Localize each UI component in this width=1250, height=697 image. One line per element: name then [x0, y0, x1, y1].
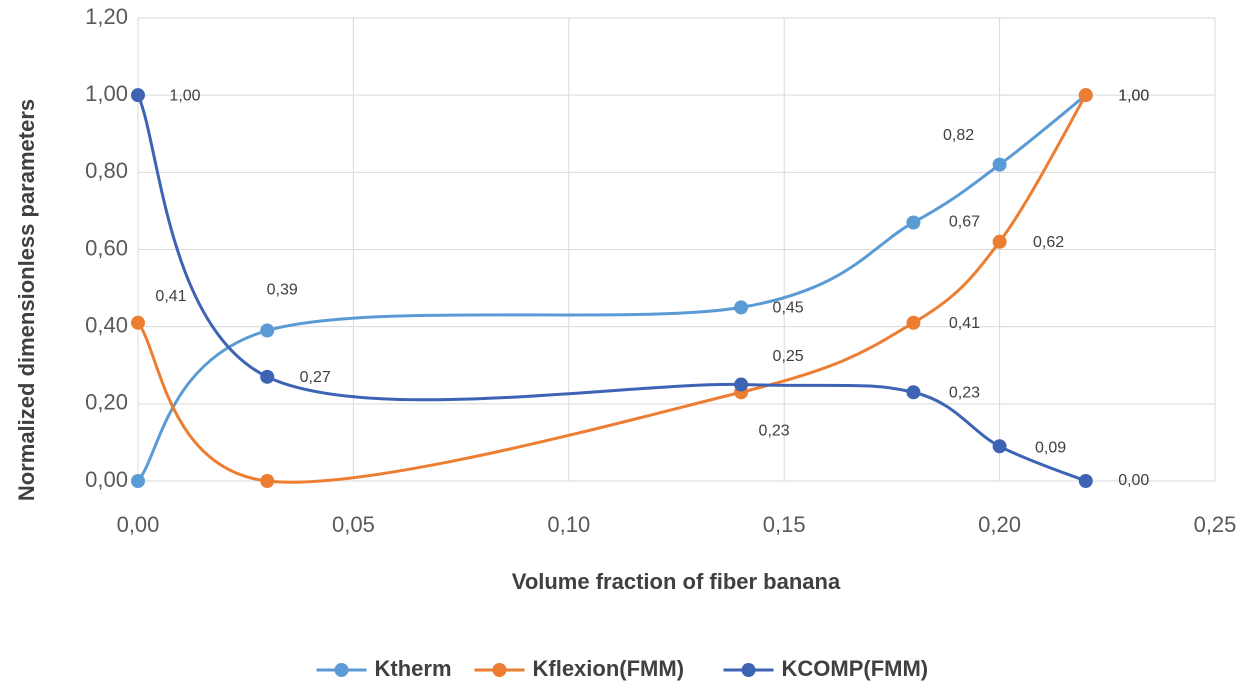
data-label: 0,67	[949, 214, 980, 231]
y-tick-label: 0,40	[85, 312, 128, 337]
x-tick-label: 0,25	[1194, 512, 1237, 537]
legend-marker	[334, 663, 349, 677]
y-tick-label: 0,00	[85, 467, 128, 492]
legend-label: Kflexion(FMM)	[533, 656, 685, 681]
y-tick-label: 1,00	[85, 81, 128, 106]
data-label: 0,23	[759, 422, 790, 439]
legend-marker	[741, 663, 756, 677]
data-point	[734, 377, 749, 392]
x-tick-label: 0,15	[763, 512, 806, 537]
data-point	[131, 315, 145, 330]
x-tick-label: 0,00	[117, 512, 160, 537]
data-point	[260, 474, 275, 488]
data-point	[260, 369, 275, 384]
data-point	[131, 88, 145, 103]
y-tick-label: 0,80	[85, 158, 128, 183]
data-point	[131, 474, 145, 488]
data-label: 0,45	[773, 300, 804, 317]
data-label: 0,09	[1035, 439, 1066, 456]
data-point	[734, 300, 749, 315]
legend-marker	[492, 663, 507, 677]
y-tick-label: 0,20	[85, 390, 128, 415]
data-label: 0,82	[943, 127, 974, 144]
y-axis-title: Normalized dimensionless parameters	[14, 99, 39, 501]
data-label: 0,25	[773, 348, 804, 365]
data-point	[992, 157, 1007, 172]
data-point	[906, 385, 921, 400]
y-tick-label: 1,20	[85, 4, 128, 29]
legend-label: KCOMP(FMM)	[782, 656, 929, 681]
y-tick-label: 0,60	[85, 235, 128, 260]
data-label: 0,41	[949, 315, 980, 332]
data-point	[906, 315, 921, 330]
data-label: 1,00	[169, 87, 200, 104]
data-label: 0,41	[155, 288, 186, 305]
data-label: 0,27	[300, 369, 331, 386]
x-tick-label: 0,10	[547, 512, 590, 537]
data-label: 0,62	[1033, 234, 1064, 251]
data-label: 0,39	[267, 282, 298, 299]
data-point	[260, 323, 275, 338]
x-tick-label: 0,20	[978, 512, 1021, 537]
data-point	[1078, 474, 1093, 488]
data-label: 1,00	[1118, 87, 1149, 104]
data-point	[992, 234, 1007, 249]
series-line	[136, 94, 1087, 483]
data-label: 1,00	[1118, 87, 1149, 104]
data-label: 0,00	[1118, 472, 1149, 489]
data-point	[992, 439, 1007, 454]
data-point	[1078, 88, 1093, 103]
x-tick-label: 0,05	[332, 512, 375, 537]
data-point	[906, 215, 921, 230]
data-label: 0,23	[949, 384, 980, 401]
x-axis-title: Volume fraction of fiber banana	[512, 569, 841, 594]
legend-label: Ktherm	[375, 656, 452, 681]
